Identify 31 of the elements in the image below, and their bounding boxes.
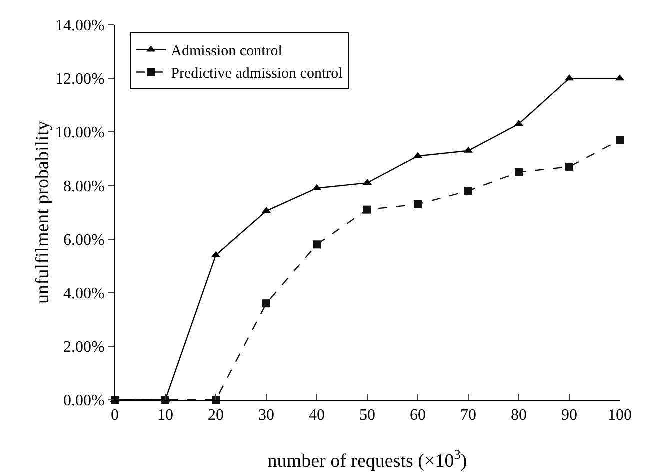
- point: [464, 187, 472, 196]
- point: [616, 136, 624, 144]
- y-tick-label: 12.00%: [55, 71, 105, 88]
- x-tick-label: 90: [562, 407, 578, 424]
- y-tick-label: 14.00%: [55, 18, 105, 35]
- x-axis-title: number of requests (×10$^{3}$): [268, 447, 468, 472]
- legend-label: Admission control: [171, 44, 282, 60]
- y-tick-label: 2.00%: [63, 339, 105, 356]
- x-tick-label: 40: [309, 407, 325, 424]
- y-tick-label: 6.00%: [63, 232, 105, 249]
- y-axis-title: unfulfilment probability: [32, 120, 54, 304]
- x-tick-label: 60: [410, 407, 426, 424]
- x-tick-label: 10: [158, 407, 174, 424]
- y-tick-label: 0.00%: [63, 392, 105, 410]
- x-tick-label: 50: [360, 407, 376, 424]
- x-tick-label: 70: [460, 407, 476, 424]
- point: [364, 206, 372, 214]
- x-tick-label: 30: [258, 407, 274, 424]
- y-tick-label: 10.00%: [55, 124, 105, 142]
- point: [414, 200, 422, 208]
- x-tick-label: 100: [608, 407, 632, 424]
- point: [313, 240, 321, 249]
- y-tick-label: 8.00%: [63, 178, 105, 196]
- point: [262, 300, 270, 308]
- x-tick-label: 80: [511, 407, 527, 424]
- x-tick-label: 20: [208, 407, 224, 424]
- y-tick-label: 4.00%: [63, 285, 105, 302]
- legend-label: Predictive admission control: [171, 66, 343, 82]
- x-tick-label: 0: [111, 407, 119, 424]
- point: [515, 168, 523, 176]
- point: [566, 162, 574, 171]
